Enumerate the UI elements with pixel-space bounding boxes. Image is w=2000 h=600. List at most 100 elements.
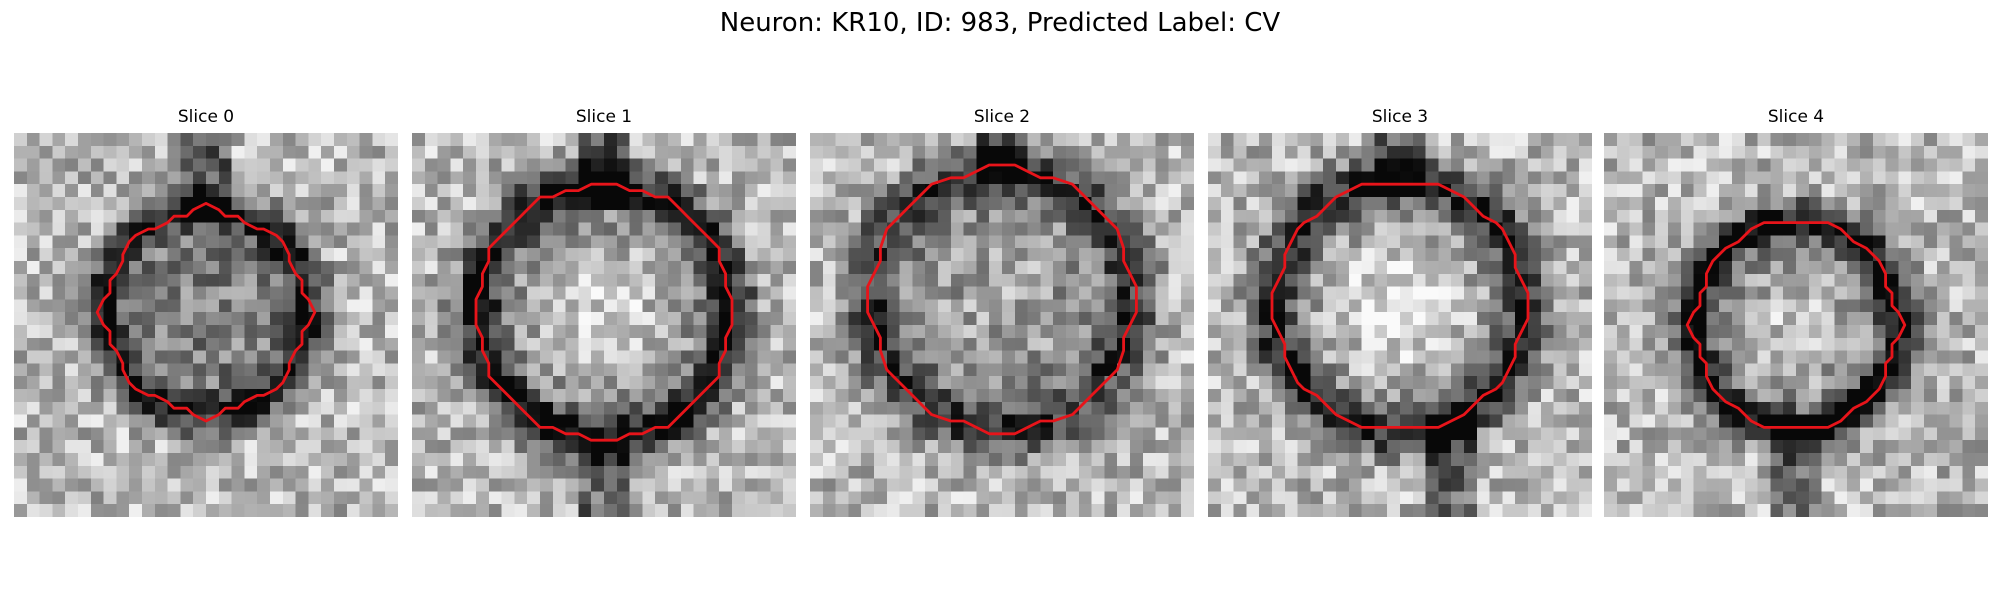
pixel	[360, 223, 373, 236]
pixel	[502, 415, 515, 428]
pixel	[1028, 466, 1041, 479]
pixel	[270, 415, 283, 428]
pixel	[1655, 171, 1668, 184]
pixel	[630, 440, 643, 453]
pixel	[1374, 453, 1387, 466]
pixel	[1413, 159, 1426, 172]
pixel	[1962, 440, 1975, 453]
pixel	[1886, 133, 1899, 146]
pixel	[206, 146, 219, 159]
pixel	[1630, 210, 1643, 223]
pixel	[438, 440, 451, 453]
pixel	[1349, 197, 1362, 210]
pixel	[1002, 504, 1015, 517]
pixel	[257, 427, 270, 440]
pixel	[296, 133, 309, 146]
pixel	[1285, 325, 1298, 338]
pixel	[1272, 479, 1285, 492]
pixel	[1809, 402, 1822, 415]
pixel	[591, 389, 604, 402]
pixel	[1528, 338, 1541, 351]
pixel	[1130, 491, 1143, 504]
pixel	[1143, 210, 1156, 223]
pixel	[1310, 325, 1323, 338]
pixel	[1400, 363, 1413, 376]
pixel	[951, 427, 964, 440]
pixel	[1758, 427, 1771, 440]
pixel	[1962, 133, 1975, 146]
pixel	[1208, 440, 1221, 453]
pixel	[1911, 274, 1924, 287]
pixel	[938, 261, 951, 274]
pixel	[732, 146, 745, 159]
pixel	[617, 312, 630, 325]
pixel	[463, 299, 476, 312]
pixel	[283, 338, 296, 351]
pixel	[566, 171, 579, 184]
pixel	[1528, 389, 1541, 402]
pixel	[1117, 466, 1130, 479]
pixel	[1156, 363, 1169, 376]
pixel	[668, 351, 681, 364]
pixel	[617, 402, 630, 415]
pixel	[1528, 427, 1541, 440]
pixel	[925, 504, 938, 517]
pixel	[836, 197, 849, 210]
pixel	[1745, 440, 1758, 453]
pixel	[1796, 261, 1809, 274]
pixel	[964, 312, 977, 325]
pixel	[1809, 415, 1822, 428]
pixel	[244, 184, 257, 197]
pixel	[142, 287, 155, 300]
pixel	[1706, 133, 1719, 146]
pixel	[270, 504, 283, 517]
pixel	[630, 338, 643, 351]
pixel	[1066, 197, 1079, 210]
pixel	[52, 299, 65, 312]
pixel	[861, 491, 874, 504]
pixel	[78, 184, 91, 197]
pixel	[40, 491, 53, 504]
pixel	[1655, 261, 1668, 274]
pixel	[578, 376, 591, 389]
pixel	[1234, 287, 1247, 300]
pixel	[912, 274, 925, 287]
pixel	[938, 402, 951, 415]
pixel	[823, 159, 836, 172]
pixel	[1117, 427, 1130, 440]
pixel	[861, 338, 874, 351]
pixel	[1822, 453, 1835, 466]
pixel	[502, 440, 515, 453]
pixel	[1490, 261, 1503, 274]
pixel	[1962, 325, 1975, 338]
pixel	[1002, 402, 1015, 415]
pixel	[52, 415, 65, 428]
pixel	[1541, 133, 1554, 146]
pixel	[1272, 427, 1285, 440]
pixel	[591, 171, 604, 184]
pixel	[1221, 184, 1234, 197]
pixel	[642, 351, 655, 364]
pixel	[745, 338, 758, 351]
pixel	[1541, 376, 1554, 389]
pixel	[244, 491, 257, 504]
pixel	[1015, 133, 1028, 146]
pixel	[372, 210, 385, 223]
pixel	[1234, 223, 1247, 236]
pixel	[1554, 299, 1567, 312]
pixel	[1143, 415, 1156, 428]
pixel	[668, 427, 681, 440]
pixel	[1464, 338, 1477, 351]
pixel	[1015, 223, 1028, 236]
pixel	[1642, 402, 1655, 415]
pixel	[1143, 223, 1156, 236]
pixel	[1490, 491, 1503, 504]
pixel	[372, 376, 385, 389]
pixel	[502, 325, 515, 338]
pixel	[27, 479, 40, 492]
pixel	[65, 223, 78, 236]
pixel	[438, 133, 451, 146]
pixel	[655, 261, 668, 274]
pixel	[1502, 299, 1515, 312]
pixel	[1079, 376, 1092, 389]
